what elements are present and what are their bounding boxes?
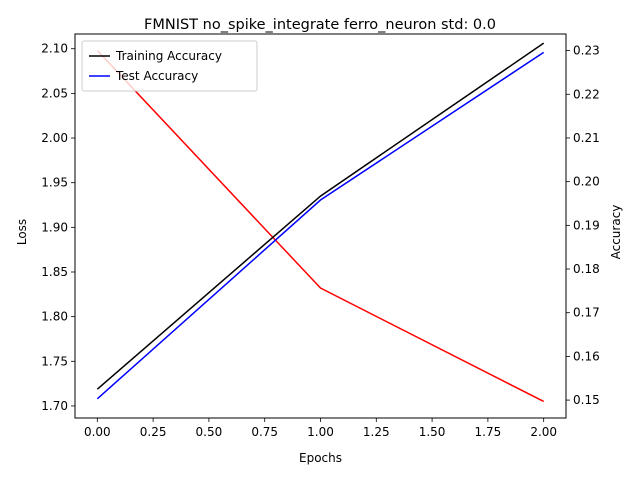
y-right-tick-label-0-21: 0.21 bbox=[573, 131, 600, 145]
y-left-tick-label-2-10: 2.10 bbox=[41, 42, 68, 56]
x-tick-label-1-25: 1.25 bbox=[363, 425, 390, 439]
y-axis-left: 1.70 1.75 1.80 1.85 1.90 1.95 2.00 2.05 2.10 bbox=[41, 42, 75, 413]
x-axis-label: Epochs bbox=[299, 451, 342, 465]
y-left-tick-label-2-05: 2.05 bbox=[41, 86, 68, 100]
y-left-tick-label-1-70: 1.70 bbox=[41, 399, 68, 413]
plot-lines bbox=[96, 42, 545, 403]
series-line-training-accuracy bbox=[96, 42, 545, 390]
legend-label-training-accuracy: Training Accuracy bbox=[115, 49, 222, 63]
legend-box bbox=[81, 40, 258, 92]
legend: Training Accuracy Test Accuracy bbox=[81, 40, 258, 92]
y-right-tick-label-0-20: 0.20 bbox=[573, 175, 600, 189]
y-left-tick-label-1-95: 1.95 bbox=[41, 176, 68, 190]
x-tick-label-0-75: 0.75 bbox=[251, 425, 278, 439]
chart-title: FMNIST no_spike_integrate ferro_neuron s… bbox=[144, 17, 496, 33]
legend-label-test-accuracy: Test Accuracy bbox=[115, 69, 198, 83]
y-right-tick-label-0-15: 0.15 bbox=[573, 393, 600, 407]
series-line-left-series-0 bbox=[96, 50, 545, 403]
x-tick-label-1-00: 1.00 bbox=[307, 425, 334, 439]
x-tick-label-0-50: 0.50 bbox=[196, 425, 223, 439]
y-left-tick-label-1-90: 1.90 bbox=[41, 220, 68, 234]
y-axis-right-label: Accuracy bbox=[609, 205, 623, 260]
y-right-tick-label-0-17: 0.17 bbox=[573, 306, 600, 320]
y-right-tick-label-0-18: 0.18 bbox=[573, 262, 600, 276]
y-right-tick-label-0-19: 0.19 bbox=[573, 218, 600, 232]
y-left-tick-label-1-80: 1.80 bbox=[41, 310, 68, 324]
y-right-tick-label-0-22: 0.22 bbox=[573, 87, 600, 101]
x-tick-label-1-75: 1.75 bbox=[475, 425, 502, 439]
y-left-tick-label-1-75: 1.75 bbox=[41, 354, 68, 368]
plot-frame bbox=[74, 33, 567, 419]
x-tick-label-1-50: 1.50 bbox=[419, 425, 446, 439]
series-line-test-accuracy bbox=[96, 51, 545, 400]
y-left-tick-label-2-00: 2.00 bbox=[41, 131, 68, 145]
x-tick-label-2-00: 2.00 bbox=[530, 425, 557, 439]
y-axis-left-label: Loss bbox=[15, 219, 29, 245]
x-tick-label-0-25: 0.25 bbox=[140, 425, 167, 439]
x-axis: 0.00 0.25 0.50 0.75 1.00 1.25 1.50 1.75 2.00 bbox=[84, 418, 557, 439]
y-right-tick-label-0-16: 0.16 bbox=[573, 349, 600, 363]
y-left-tick-label-1-85: 1.85 bbox=[41, 265, 68, 279]
y-axis-right: 0.15 0.16 0.17 0.18 0.19 0.20 0.21 0.22 0.23 bbox=[566, 44, 600, 407]
y-right-tick-label-0-23: 0.23 bbox=[573, 44, 600, 58]
x-tick-label-0-00: 0.00 bbox=[84, 425, 111, 439]
